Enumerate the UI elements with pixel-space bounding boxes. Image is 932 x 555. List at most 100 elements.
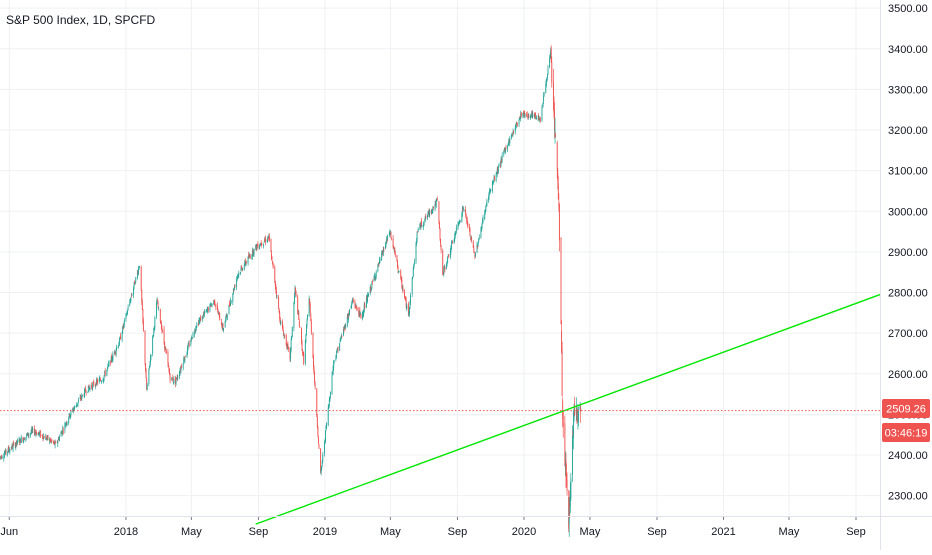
candle xyxy=(272,256,273,260)
candle xyxy=(124,318,125,328)
candle xyxy=(555,133,556,138)
candle xyxy=(193,331,194,338)
candle xyxy=(548,65,549,75)
candle xyxy=(315,381,316,389)
candle xyxy=(437,196,438,200)
candle xyxy=(235,284,236,288)
candle xyxy=(277,295,278,299)
candle xyxy=(135,277,136,283)
candle xyxy=(214,299,215,305)
candle xyxy=(81,393,82,401)
candle xyxy=(330,391,331,398)
candle xyxy=(219,313,220,320)
candle xyxy=(170,373,171,383)
candle xyxy=(48,435,49,440)
x-tick-label: May xyxy=(181,526,202,538)
candle xyxy=(280,320,281,326)
candle xyxy=(25,437,26,442)
candle xyxy=(406,303,407,311)
candle xyxy=(509,136,510,146)
trendline[interactable] xyxy=(256,295,880,525)
candle xyxy=(181,364,182,369)
y-tick-label: 2700.00 xyxy=(888,328,928,340)
candle xyxy=(418,227,419,232)
candle xyxy=(240,272,241,275)
candlestick-series xyxy=(0,45,581,536)
candle xyxy=(17,438,18,445)
y-tick-label: 2600.00 xyxy=(888,369,928,381)
candle xyxy=(57,440,58,447)
candle xyxy=(390,231,391,238)
candle xyxy=(345,323,346,329)
candle xyxy=(540,117,541,123)
candle xyxy=(254,248,255,257)
candle xyxy=(162,329,163,333)
candle xyxy=(360,313,361,318)
candle xyxy=(223,328,224,332)
candle xyxy=(542,105,543,122)
candle xyxy=(525,113,526,118)
candle xyxy=(546,77,547,87)
candle xyxy=(78,402,79,407)
candle xyxy=(101,380,102,384)
candle xyxy=(404,289,405,299)
candle xyxy=(265,236,266,246)
candle xyxy=(479,234,480,240)
candle xyxy=(303,351,304,365)
candle xyxy=(580,404,581,422)
candle xyxy=(296,290,297,297)
candle xyxy=(86,390,87,396)
candle xyxy=(559,203,560,251)
candle xyxy=(452,240,453,243)
candle xyxy=(368,292,369,296)
candle xyxy=(319,444,320,449)
candle xyxy=(55,441,56,443)
candle xyxy=(128,304,129,310)
x-tick-label: 2020 xyxy=(512,526,536,538)
candle xyxy=(151,355,152,361)
candle xyxy=(271,238,272,252)
candle xyxy=(120,333,121,340)
candle xyxy=(202,315,203,322)
y-tick-label: 2900.00 xyxy=(888,247,928,259)
candle xyxy=(97,378,98,385)
candle xyxy=(417,231,418,243)
candle xyxy=(307,314,308,320)
candle xyxy=(67,421,68,426)
candle xyxy=(448,254,449,258)
candle xyxy=(490,189,491,193)
candle xyxy=(74,405,75,409)
candle xyxy=(317,426,318,437)
candle xyxy=(299,319,300,327)
candle xyxy=(63,427,64,435)
candle xyxy=(425,213,426,219)
candle xyxy=(184,357,185,363)
grid-layer xyxy=(0,0,880,516)
x-tick-label: 2021 xyxy=(711,526,735,538)
candle xyxy=(570,473,571,501)
candle xyxy=(183,363,184,370)
candle xyxy=(288,346,289,351)
candle xyxy=(143,317,144,331)
candle xyxy=(274,265,275,284)
candle xyxy=(456,224,457,233)
candle xyxy=(322,452,323,463)
candle xyxy=(439,221,440,229)
candle xyxy=(341,335,342,337)
y-tick-label: 3400.00 xyxy=(888,44,928,56)
candle xyxy=(475,252,476,257)
candle xyxy=(316,388,317,417)
candle xyxy=(212,303,213,307)
candle xyxy=(399,271,400,273)
candle xyxy=(278,295,279,309)
candle xyxy=(502,152,503,163)
x-tick-label: Sep xyxy=(647,526,667,538)
candle xyxy=(158,307,159,311)
candle xyxy=(6,449,7,456)
candle xyxy=(402,285,403,294)
candle xyxy=(563,411,564,438)
candle xyxy=(412,277,413,297)
candle xyxy=(269,233,270,242)
candle xyxy=(429,209,430,218)
